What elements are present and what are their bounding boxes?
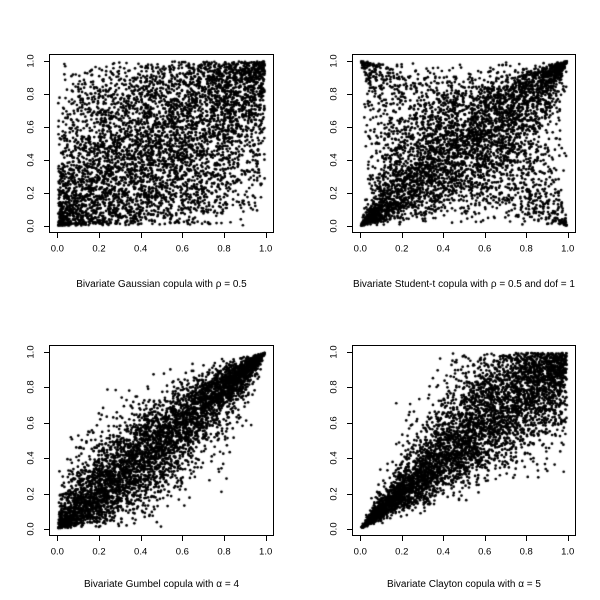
y-tick-mark: [44, 93, 49, 95]
x-tick-mark: [265, 233, 267, 238]
x-tick-mark: [526, 536, 528, 541]
x-tick-label: 0.4: [134, 243, 148, 255]
y-tick-mark: [44, 60, 49, 62]
plot-area-gaussian: [49, 54, 274, 233]
x-tick-mark: [140, 233, 142, 238]
y-tick-mark: [44, 387, 49, 389]
x-tick-label: 0.2: [395, 546, 409, 558]
y-tick-mark: [44, 422, 49, 424]
x-tick-mark: [182, 536, 184, 541]
x-tick-label: 0.4: [134, 546, 148, 558]
y-tick-mark: [347, 160, 352, 162]
x-tick-label: 0.0: [353, 546, 367, 558]
x-tick-label: 0.2: [92, 243, 106, 255]
x-tick-label: 0.8: [217, 243, 231, 255]
y-tick-mark: [347, 493, 352, 495]
x-tick-mark: [265, 536, 267, 541]
scatter-canvas-clayton: [353, 346, 575, 535]
x-tick-mark: [99, 536, 100, 541]
x-tick-label: 0.2: [92, 546, 106, 558]
x-tick-mark: [57, 536, 59, 541]
y-tick-mark: [347, 226, 352, 228]
plot-area-student-t: [352, 54, 576, 233]
x-tick-label: 0.2: [395, 243, 409, 255]
x-tick-mark: [360, 536, 362, 541]
x-tick-label: 0.8: [217, 546, 231, 558]
y-tick-mark: [347, 126, 352, 128]
plot-area-clayton: [352, 345, 576, 536]
x-tick-mark: [567, 233, 569, 238]
x-tick-label: 1.0: [561, 243, 575, 255]
y-tick-mark: [44, 352, 49, 354]
x-tick-label: 0.4: [436, 546, 450, 558]
x-tick-label: 1.0: [259, 243, 273, 255]
y-tick-label: 0.2: [328, 486, 340, 501]
caption-gaussian: Bivariate Gaussian copula with ρ = 0.5: [76, 279, 247, 290]
y-tick-label: 0.6: [328, 416, 340, 430]
y-tick-mark: [44, 528, 49, 530]
x-tick-label: 0.6: [478, 546, 492, 558]
y-tick-mark: [347, 387, 352, 389]
x-tick-mark: [401, 536, 403, 541]
y-tick-label: 0.0: [328, 522, 340, 536]
x-tick-label: 1.0: [259, 546, 273, 558]
y-tick-mark: [44, 493, 49, 495]
scatter-canvas-student-t: [353, 55, 575, 232]
x-tick-label: 0.8: [519, 546, 533, 558]
y-tick-mark: [44, 160, 49, 162]
caption-student-t: Bivariate Student-t copula with ρ = 0.5 …: [353, 279, 575, 290]
x-tick-label: 1.0: [561, 546, 575, 558]
y-tick-mark: [347, 528, 352, 530]
x-tick-mark: [484, 233, 486, 238]
x-tick-mark: [99, 233, 100, 238]
y-tick-mark: [347, 458, 352, 460]
y-tick-mark: [347, 60, 352, 62]
x-tick-mark: [224, 536, 225, 541]
x-tick-label: 0.6: [175, 546, 189, 558]
x-tick-mark: [443, 233, 445, 238]
x-tick-mark: [360, 233, 362, 238]
caption-gumbel: Bivariate Gumbel copula with α = 4: [83, 579, 240, 590]
x-tick-mark: [567, 536, 569, 541]
x-tick-mark: [526, 233, 528, 238]
y-tick-label: 1.0: [328, 345, 340, 359]
x-tick-mark: [182, 233, 184, 238]
x-tick-label: 0.4: [436, 243, 450, 255]
x-tick-label: 0.8: [519, 243, 533, 255]
caption-clayton: Bivariate Clayton copula with α = 5: [387, 579, 541, 590]
y-tick-mark: [347, 93, 352, 95]
y-tick-mark: [44, 458, 49, 460]
scatter-canvas-gumbel: [50, 346, 273, 535]
x-tick-mark: [224, 233, 225, 238]
y-tick-mark: [347, 352, 352, 354]
x-tick-mark: [401, 233, 403, 238]
y-tick-mark: [347, 193, 352, 195]
y-tick-label: 0.4: [328, 451, 340, 465]
scatter-canvas-gaussian: [50, 55, 273, 232]
plot-area-gumbel: [49, 345, 274, 536]
x-tick-mark: [443, 536, 445, 541]
x-tick-label: 0.6: [478, 243, 492, 255]
x-tick-mark: [484, 536, 486, 541]
y-tick-mark: [347, 422, 352, 424]
x-tick-label: 0.6: [175, 243, 189, 255]
x-tick-mark: [57, 233, 59, 238]
x-tick-label: 0.0: [50, 243, 64, 255]
x-tick-label: 0.0: [353, 243, 367, 255]
x-tick-mark: [140, 536, 142, 541]
y-tick-mark: [44, 193, 49, 195]
x-tick-label: 0.0: [50, 546, 64, 558]
y-tick-mark: [44, 126, 49, 128]
y-tick-mark: [44, 226, 49, 228]
y-tick-label: 0.8: [328, 380, 340, 395]
